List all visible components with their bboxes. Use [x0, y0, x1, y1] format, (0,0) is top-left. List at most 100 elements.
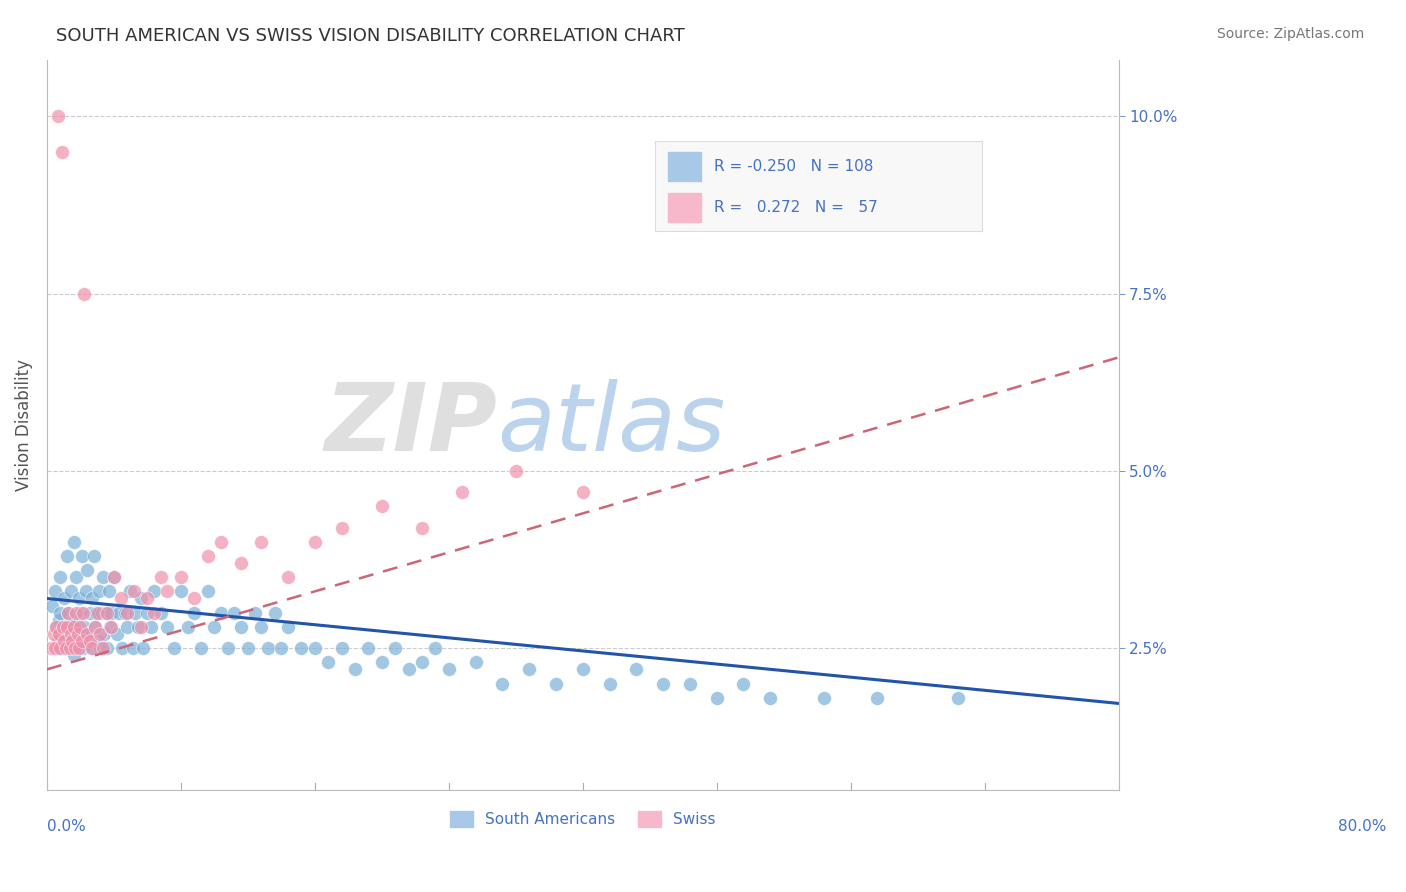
Point — [813, 690, 835, 705]
Point — [111, 641, 134, 656]
Point — [96, 641, 118, 656]
Text: atlas: atlas — [496, 379, 725, 470]
Point — [946, 690, 969, 705]
Point — [176, 620, 198, 634]
Point — [411, 655, 433, 669]
Point — [190, 641, 212, 656]
Point — [49, 641, 72, 656]
Point — [51, 145, 73, 159]
Point — [491, 676, 513, 690]
Point — [77, 627, 100, 641]
Point — [141, 620, 163, 634]
Point — [87, 606, 110, 620]
Point — [65, 570, 87, 584]
Point — [84, 620, 107, 634]
Point — [277, 570, 299, 584]
Point — [42, 627, 65, 641]
Point — [89, 627, 111, 641]
Point — [197, 584, 219, 599]
Point — [156, 620, 179, 634]
Point — [80, 641, 103, 656]
Point — [118, 584, 141, 599]
Point — [97, 584, 120, 599]
Point — [425, 641, 447, 656]
Point — [217, 641, 239, 656]
Point — [136, 606, 159, 620]
Point — [76, 627, 98, 641]
Point — [59, 627, 82, 641]
Point — [53, 591, 76, 606]
Point — [170, 584, 193, 599]
Point — [55, 641, 77, 656]
Point — [505, 464, 527, 478]
Point — [626, 662, 648, 676]
Point — [437, 662, 460, 676]
Point — [103, 570, 125, 584]
Point — [277, 620, 299, 634]
Point — [70, 549, 93, 563]
Point — [411, 520, 433, 534]
Point — [90, 606, 112, 620]
Point — [117, 606, 139, 620]
Point — [82, 641, 104, 656]
Point — [84, 620, 107, 634]
Point — [41, 599, 63, 613]
Point — [93, 627, 115, 641]
Point — [250, 620, 273, 634]
Point — [209, 534, 232, 549]
Point — [571, 485, 593, 500]
Point — [170, 570, 193, 584]
Point — [571, 662, 593, 676]
Point — [136, 591, 159, 606]
Point — [183, 591, 205, 606]
Point — [290, 641, 312, 656]
Point — [62, 648, 84, 663]
Point — [79, 606, 101, 620]
Point — [124, 606, 146, 620]
Point — [59, 634, 82, 648]
Point — [121, 641, 143, 656]
Point — [100, 606, 122, 620]
Y-axis label: Vision Disability: Vision Disability — [15, 359, 32, 491]
Point — [51, 641, 73, 656]
Point — [73, 620, 96, 634]
Point — [65, 606, 87, 620]
Point — [59, 584, 82, 599]
Point — [91, 641, 114, 656]
Point — [257, 641, 280, 656]
Point — [250, 534, 273, 549]
Point — [45, 620, 67, 634]
Point — [517, 662, 540, 676]
Point — [76, 563, 98, 577]
Point — [231, 620, 253, 634]
Text: ZIP: ZIP — [325, 379, 496, 471]
Point — [60, 620, 83, 634]
Point — [110, 591, 132, 606]
Bar — [668, 153, 702, 181]
Point — [60, 634, 83, 648]
Point — [96, 606, 118, 620]
Point — [108, 606, 131, 620]
Point — [330, 641, 353, 656]
Point — [706, 690, 728, 705]
Point — [231, 556, 253, 570]
Point — [59, 641, 82, 656]
Point — [129, 620, 152, 634]
Point — [49, 570, 72, 584]
Point — [55, 627, 77, 641]
Point — [183, 606, 205, 620]
Point — [304, 534, 326, 549]
Point — [149, 606, 172, 620]
Point — [44, 584, 66, 599]
Point — [83, 549, 105, 563]
Point — [48, 613, 70, 627]
Text: 80.0%: 80.0% — [1339, 819, 1386, 834]
Point — [371, 500, 394, 514]
Text: Source: ZipAtlas.com: Source: ZipAtlas.com — [1216, 27, 1364, 41]
Text: 0.0%: 0.0% — [46, 819, 86, 834]
Point — [46, 634, 69, 648]
Point — [209, 606, 232, 620]
Point — [69, 620, 91, 634]
Point — [202, 620, 225, 634]
Text: R =   0.272   N =   57: R = 0.272 N = 57 — [714, 200, 877, 215]
